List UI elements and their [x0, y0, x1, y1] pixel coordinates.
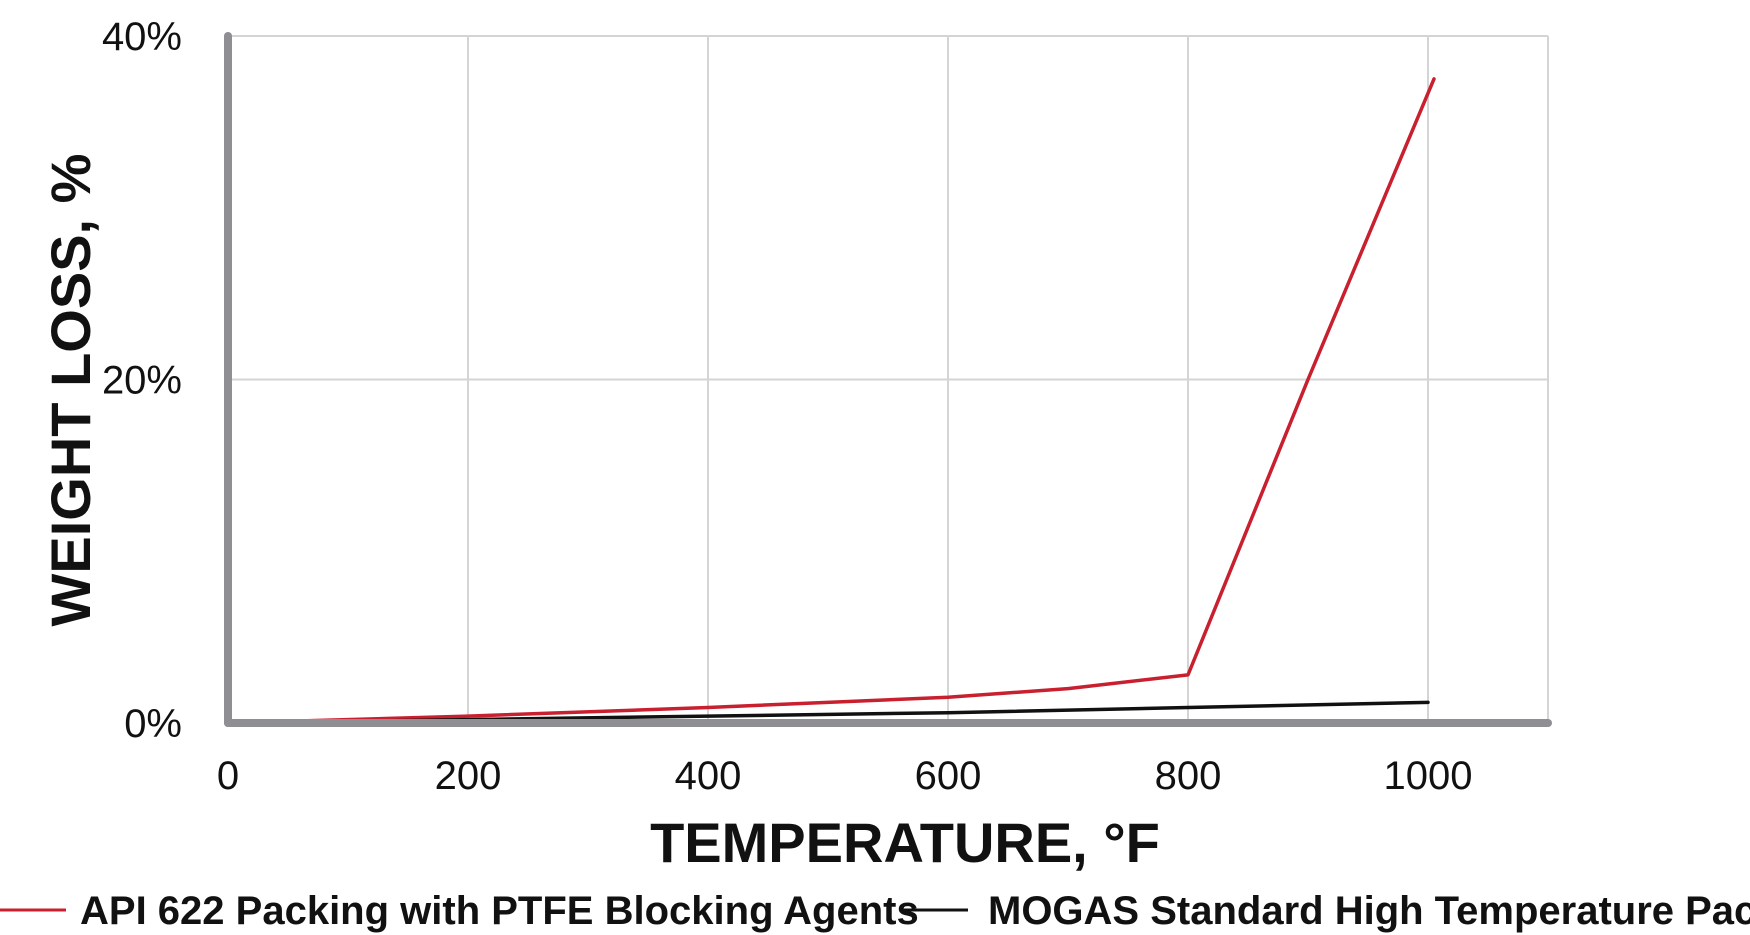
legend-label-mogas: MOGAS Standard High Temperature Packing [988, 889, 1750, 933]
y-tick-label-20: 20% [102, 359, 182, 403]
x-tick-label-600: 600 [915, 754, 982, 798]
x-tick-label-400: 400 [675, 754, 742, 798]
legend: API 622 Packing with PTFE Blocking Agent… [0, 889, 1750, 933]
axes [224, 32, 1552, 727]
x-tick-label-800: 800 [1155, 754, 1222, 798]
x-axis-title: TEMPERATURE, °F [650, 811, 1160, 874]
y-axis-title: WEIGHT LOSS, % [39, 154, 102, 627]
y-tick-label-40: 40% [102, 15, 182, 59]
tick-labels: 0 200 400 600 800 1000 0% 20% 40% [102, 15, 1473, 798]
grid-lines [228, 35, 1549, 723]
y-tick-label-0: 0% [124, 702, 182, 746]
series-lines [226, 77, 1436, 725]
legend-label-api-622: API 622 Packing with PTFE Blocking Agent… [80, 889, 919, 933]
x-tick-label-1000: 1000 [1384, 754, 1473, 798]
series-line-0 [226, 77, 1436, 725]
x-tick-label-0: 0 [217, 754, 239, 798]
x-tick-label-200: 200 [435, 754, 502, 798]
